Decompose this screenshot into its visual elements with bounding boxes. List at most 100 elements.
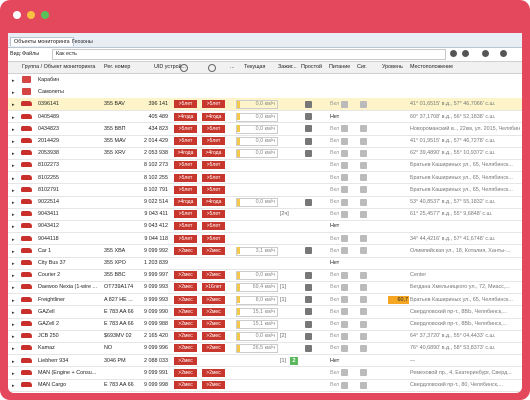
header-icon <box>208 64 216 72</box>
power-icon <box>341 174 348 182</box>
speed-bar <box>236 247 240 255</box>
power-icon <box>341 235 348 243</box>
location: 41° 01,6515' в.д., 57° 46,7066' с.ш. <box>410 101 496 108</box>
column-header: Текущая <box>244 64 266 70</box>
location: Братьев Кашириных ул., 65, Челябинск... <box>410 162 513 169</box>
vehicle-icon <box>21 272 32 278</box>
message-age: >5лет <box>202 185 225 194</box>
power: Вкл <box>330 284 340 291</box>
signal-icon <box>360 161 367 169</box>
message-age: >5лет <box>174 210 197 219</box>
reg-number: 355 MAV <box>104 138 126 144</box>
message-age: >2мес <box>202 344 225 353</box>
vehicle-icon <box>21 199 32 204</box>
signal-icon <box>360 381 367 389</box>
icon-button[interactable] <box>462 50 469 57</box>
expander: ▸ <box>12 212 15 219</box>
signal-icon <box>360 247 367 255</box>
row-line <box>8 329 522 331</box>
uid: 8 102 273 <box>144 162 168 169</box>
icon-button[interactable] <box>482 50 489 57</box>
speed-bar <box>236 198 240 206</box>
power-icon <box>341 125 348 133</box>
power: Вкл <box>330 150 340 157</box>
power-icon <box>341 247 348 255</box>
filter-box[interactable] <box>52 49 446 60</box>
expander: ▸ <box>12 175 15 182</box>
expander: ▸ <box>12 224 15 231</box>
expander: ▸ <box>12 114 15 121</box>
row-line <box>8 232 522 233</box>
idle-icon <box>305 320 312 328</box>
message-age: >2мес <box>174 356 197 365</box>
speed-bar <box>236 125 240 133</box>
row-line <box>8 305 522 306</box>
uid: 9 099 991 <box>144 369 168 376</box>
dot <box>27 11 35 19</box>
tab[interactable]: Геозоны <box>72 39 93 45</box>
vehicle-icon <box>21 369 32 375</box>
location: Свердловский пр-т., 8ВЬ, Челябинск,... <box>410 308 508 315</box>
idle-icon <box>305 308 312 316</box>
location: 64° 37,3720' в.д., 55° 04,4433' с.ш. <box>410 333 496 340</box>
power: Вкл <box>330 199 340 205</box>
signal-icon <box>360 320 367 328</box>
message-age: >2мес <box>174 344 197 353</box>
vehicle-icon <box>21 113 32 119</box>
expander: ▸ <box>12 273 15 280</box>
location: 41° 01,9515' в.д., 57° 46,7278' с.ш. <box>410 138 496 144</box>
row-line <box>8 158 522 160</box>
expander: ▸ <box>12 383 15 389</box>
power: Вкл <box>330 308 340 315</box>
object-name: Freightliner <box>38 296 65 303</box>
message-age: >5лет <box>174 100 197 109</box>
column-header: ... <box>230 64 235 70</box>
idle-icon <box>305 296 312 304</box>
speed-bar <box>236 332 240 340</box>
message-age: >4года <box>174 198 197 206</box>
object-name: GAZelI <box>38 308 55 315</box>
app: Объекты мониторинга Геозоны Вид: Файлы К… <box>8 33 522 393</box>
uid: 2 088 033 <box>144 357 168 364</box>
power: Нет <box>330 113 340 120</box>
object-name: 9043411 <box>38 211 59 218</box>
column-header: Уровень <box>382 64 403 70</box>
column-header: Простой <box>301 64 322 70</box>
column-header: Сиг. <box>357 64 367 70</box>
group-name: Самолеты <box>38 89 64 96</box>
speed-bar <box>236 320 240 328</box>
vehicle-icon <box>21 186 32 192</box>
row-line <box>8 390 522 392</box>
uid: 9 999 993 <box>144 296 168 303</box>
power: Нет <box>330 260 340 266</box>
speed-bar <box>236 271 240 279</box>
location: Новороманский в.., 22км, ул. 2015, Челяб… <box>410 125 520 132</box>
vehicle-icon <box>21 321 32 326</box>
location: 53° 40,8537' в.д., 57° 55,1832' с.ш. <box>410 199 496 205</box>
row-line <box>8 122 522 123</box>
column-header: UID устрой... <box>154 64 187 70</box>
icon-button[interactable] <box>450 50 457 57</box>
icon-button[interactable] <box>500 50 507 57</box>
power-icon <box>341 283 348 291</box>
object-name: GAZell 2 <box>38 321 59 327</box>
vehicle-icon <box>21 138 32 143</box>
idle-icon <box>305 100 312 108</box>
reg-number: NO <box>104 345 113 352</box>
files-menu[interactable]: Файлы <box>22 51 40 57</box>
expander: ▸ <box>12 322 15 328</box>
signal-icon <box>360 271 367 279</box>
signal-icon <box>360 283 367 291</box>
reg-number: $693MV 02 <box>104 333 132 340</box>
speed-bar <box>236 344 240 352</box>
reg-number: 355 ВВП <box>104 125 126 132</box>
object-name: JCB 250 <box>38 333 59 340</box>
message-age: >5лет <box>202 161 225 170</box>
object-name: 0434823 <box>38 125 59 132</box>
row-line <box>8 378 522 379</box>
power: Вкл <box>330 382 340 388</box>
speed: 0,0 км/ч <box>255 199 275 205</box>
tab[interactable]: Объекты мониторинга <box>10 37 74 46</box>
vehicle-icon <box>21 333 32 339</box>
uid: 9 099 992 <box>144 247 168 254</box>
